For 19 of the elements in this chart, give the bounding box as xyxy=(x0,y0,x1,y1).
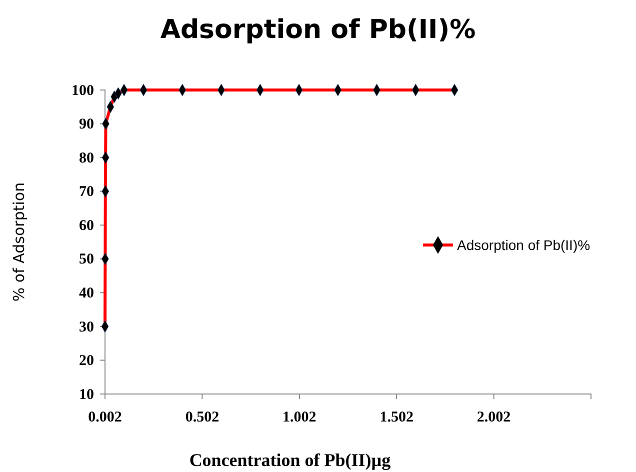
legend-label: Adsorption of Pb(II)% xyxy=(457,237,590,253)
x-tick-label: 1.502 xyxy=(380,410,414,426)
y-tick-label: 90 xyxy=(79,116,94,133)
x-tick-label: 1.002 xyxy=(282,410,316,426)
x-tick-label: 2.002 xyxy=(476,410,511,426)
x-axis-title: Concentration of Pb(II)µg xyxy=(189,450,391,470)
y-tick-label: 20 xyxy=(79,353,94,370)
chart-title: Adsorption of Pb(II)% xyxy=(160,15,476,45)
y-tick-label: 70 xyxy=(79,184,94,200)
y-tick-label: 80 xyxy=(79,150,94,166)
x-tick-label: 0.002 xyxy=(88,410,122,426)
y-tick-label: 30 xyxy=(79,319,94,336)
y-tick-label: 60 xyxy=(79,218,94,234)
x-tick-label: 0.502 xyxy=(185,410,220,426)
y-axis-title: % of Adsorption xyxy=(10,182,28,302)
y-tick-label: 50 xyxy=(79,252,94,268)
y-tick-label: 10 xyxy=(79,386,94,403)
y-tick-label: 100 xyxy=(72,82,94,99)
y-tick-label: 40 xyxy=(79,285,94,302)
